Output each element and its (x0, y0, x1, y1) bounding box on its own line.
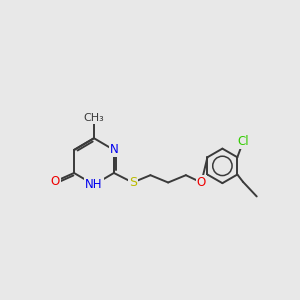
Text: S: S (129, 176, 137, 189)
Text: O: O (197, 176, 206, 189)
Text: CH₃: CH₃ (84, 112, 104, 123)
Text: NH: NH (85, 178, 103, 191)
Text: O: O (51, 175, 60, 188)
Text: N: N (110, 143, 118, 156)
Text: Cl: Cl (237, 136, 249, 148)
